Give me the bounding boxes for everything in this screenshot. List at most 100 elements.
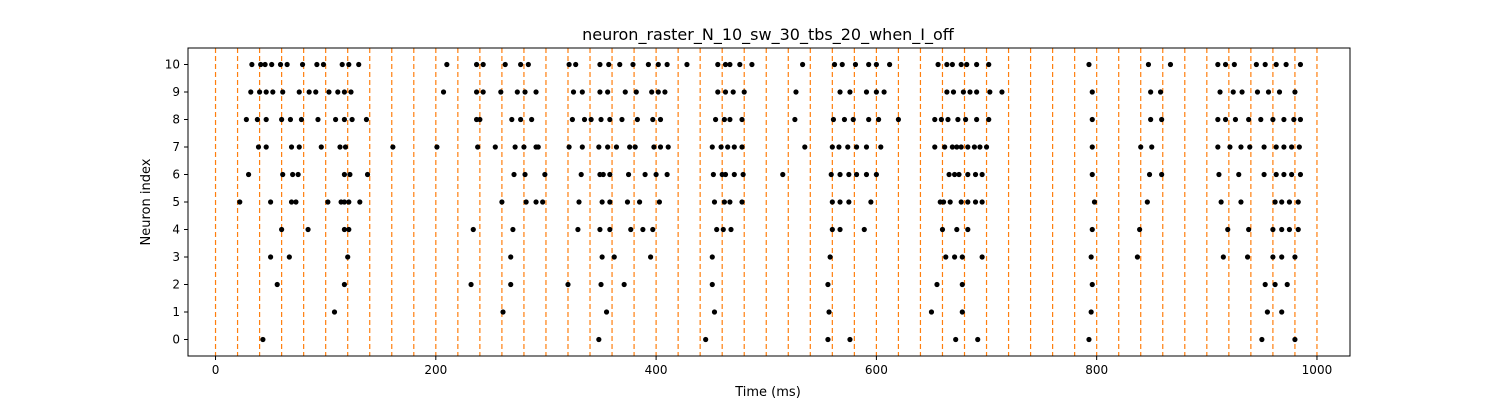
spike-dot — [873, 89, 879, 95]
spike-dot — [647, 254, 654, 260]
spike-dot — [1273, 61, 1279, 68]
spike-dot — [958, 199, 964, 205]
y-tick-label: 2 — [172, 278, 180, 292]
spike-dot — [619, 116, 625, 123]
spike-dot — [727, 61, 733, 68]
spike-dot — [286, 254, 292, 260]
spike-dot — [863, 89, 870, 95]
spike-dot — [470, 226, 476, 233]
spike-dot — [268, 254, 274, 260]
spike-dot — [290, 171, 296, 178]
spike-dot — [1258, 116, 1264, 123]
spike-dot — [390, 144, 396, 150]
spike-dot — [972, 199, 979, 205]
spike-dot — [727, 116, 733, 123]
x-tick-label: 800 — [1085, 363, 1108, 377]
spike-dot — [345, 254, 351, 260]
spike-dot — [341, 116, 348, 123]
spike-dot — [721, 199, 727, 205]
spike-dot — [529, 116, 535, 123]
spike-dot — [514, 89, 520, 95]
spike-dot — [861, 226, 867, 233]
spike-dot — [650, 226, 656, 233]
spike-dot — [711, 309, 718, 315]
spike-dot — [1231, 61, 1237, 68]
spike-dot — [651, 144, 657, 150]
spike-dot — [512, 144, 518, 150]
spike-dot — [741, 89, 747, 95]
spike-dot — [522, 89, 528, 95]
spike-dot — [331, 309, 338, 315]
spike-dot — [1281, 171, 1287, 178]
spike-dot — [263, 89, 269, 95]
spike-dot — [709, 144, 715, 150]
spike-dot — [655, 89, 661, 95]
spike-dot — [1272, 199, 1278, 205]
spike-dot — [1292, 336, 1298, 343]
spike-dot — [986, 116, 992, 123]
spike-dot — [579, 144, 585, 150]
spike-dot — [657, 144, 664, 150]
spike-dot — [348, 89, 354, 95]
y-tick-label: 0 — [172, 333, 180, 347]
spike-dot — [1270, 226, 1276, 233]
x-tick-label: 0 — [212, 363, 220, 377]
spike-dot — [597, 61, 603, 68]
y-axis-label: Neuron index — [139, 158, 154, 245]
spike-dot — [1088, 254, 1094, 260]
spike-dot — [274, 281, 280, 288]
spike-dot — [581, 116, 588, 123]
spike-dot — [1265, 89, 1272, 95]
spike-dot — [1279, 309, 1285, 315]
spike-dot — [956, 171, 962, 178]
spike-dot — [606, 61, 612, 68]
spike-dot — [255, 144, 262, 150]
spike-dot — [607, 226, 613, 233]
spike-dot — [1292, 89, 1298, 95]
spike-dot — [965, 171, 971, 178]
spike-dot — [664, 171, 670, 178]
spike-dot — [492, 144, 498, 150]
spike-dot — [1284, 281, 1290, 288]
spike-dot — [630, 61, 636, 68]
spike-dot — [1148, 89, 1154, 95]
spike-dot — [566, 144, 572, 150]
spike-dot — [1148, 116, 1154, 123]
spike-dot — [277, 61, 284, 68]
spike-dot — [306, 89, 312, 95]
spike-dot — [305, 226, 311, 233]
spike-dot — [831, 61, 838, 68]
spike-dot — [731, 171, 737, 178]
spike-dot — [570, 89, 577, 95]
spike-dot — [938, 116, 944, 123]
spike-dot — [332, 116, 339, 123]
spike-dot — [837, 89, 843, 95]
spike-dot — [477, 116, 483, 123]
spike-dot — [959, 254, 965, 260]
spike-dot — [825, 336, 831, 343]
spike-dot — [953, 336, 959, 343]
spike-dot — [1289, 171, 1295, 178]
spike-dot — [975, 336, 981, 343]
spike-dot — [315, 116, 321, 123]
spike-dot — [605, 89, 611, 95]
spike-dot — [1138, 144, 1144, 150]
spike-dot — [1272, 281, 1278, 288]
spike-dot — [709, 254, 715, 260]
spike-dot — [473, 61, 480, 68]
spike-dot — [627, 144, 633, 150]
spike-dot — [296, 89, 302, 95]
spike-dot — [1149, 144, 1155, 150]
spike-dot — [298, 116, 305, 123]
spike-dot — [1270, 116, 1276, 123]
spike-dot — [346, 199, 352, 205]
spike-dot — [847, 336, 853, 343]
spike-dot — [596, 336, 602, 343]
spike-dot — [475, 144, 481, 150]
spike-dot — [1159, 116, 1165, 123]
spike-dot — [739, 199, 745, 205]
spike-dot — [881, 89, 887, 95]
spike-dot — [1137, 226, 1143, 233]
spike-dot — [1297, 61, 1304, 68]
spike-dot — [954, 226, 960, 233]
